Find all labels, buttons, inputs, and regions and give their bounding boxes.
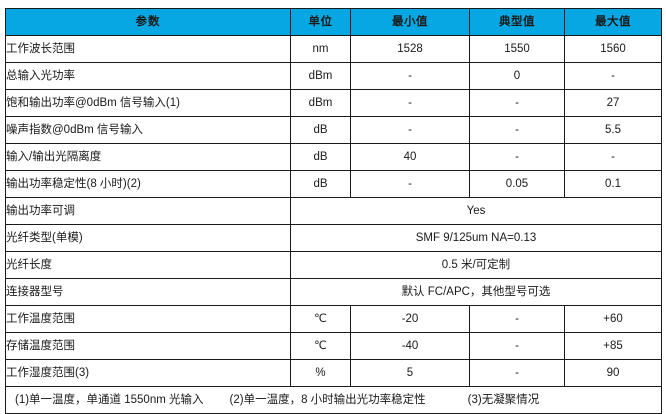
row-unit: % <box>290 359 351 387</box>
row-unit: nm <box>290 35 351 63</box>
row-typical-value: - <box>469 359 565 387</box>
column-header-max: 最大值 <box>564 8 662 36</box>
row-min-value: - <box>350 89 470 117</box>
row-max-value: 1560 <box>564 35 662 63</box>
row-unit: dBm <box>290 89 351 117</box>
row-typical-value: - <box>469 116 565 144</box>
table-row: 工作湿度范围(3) % 5 - 90 <box>5 359 662 387</box>
row-min-value: -20 <box>350 305 470 333</box>
row-unit: dB <box>290 170 351 198</box>
row-parameter-name: 噪声指数@0dBm 信号输入 <box>5 116 291 144</box>
row-max-value: - <box>564 143 662 171</box>
table-header: 参数 单位 最小值 典型值 最大值 <box>5 8 662 36</box>
row-parameter-name: 光纤类型(单模) <box>5 224 291 252</box>
row-merged-value: 默认 FC/APC，其他型号可选 <box>290 278 662 306</box>
row-parameter-name: 工作波长范围 <box>5 35 291 63</box>
row-typical-value: - <box>469 332 565 360</box>
table-row: 光纤类型(单模) SMF 9/125um NA=0.13 <box>5 224 662 252</box>
row-typical-value: 0.05 <box>469 170 565 198</box>
row-min-value: -40 <box>350 332 470 360</box>
row-unit: dB <box>290 116 351 144</box>
row-min-value: 40 <box>350 143 470 171</box>
table-row: 工作温度范围 ℃ -20 - +60 <box>5 305 662 333</box>
row-parameter-name: 光纤长度 <box>5 251 291 279</box>
table-row: 噪声指数@0dBm 信号输入 dB - - 5.5 <box>5 116 662 144</box>
footnote-cell: (1)单一温度，单通道 1550nm 光输入 (2)单一温度，8 小时输出光功率稳… <box>5 386 662 414</box>
footnote-3: (3)无凝聚情况 <box>467 393 540 406</box>
column-header-parameter: 参数 <box>5 8 291 36</box>
row-parameter-name: 工作温度范围 <box>5 305 291 333</box>
column-header-min: 最小值 <box>350 8 470 36</box>
table-row: 饱和输出功率@0dBm 信号输入(1) dBm - - 27 <box>5 89 662 117</box>
row-parameter-name: 饱和输出功率@0dBm 信号输入(1) <box>5 89 291 117</box>
row-unit: dBm <box>290 62 351 90</box>
row-typical-value: - <box>469 143 565 171</box>
table-row: 存储温度范围 ℃ -40 - +85 <box>5 332 662 360</box>
row-max-value: - <box>564 62 662 90</box>
row-typical-value: 1550 <box>469 35 565 63</box>
row-min-value: - <box>350 116 470 144</box>
row-min-value: 1528 <box>350 35 470 63</box>
row-parameter-name: 存储温度范围 <box>5 332 291 360</box>
table-row: 输出功率稳定性(8 小时)(2) dB - 0.05 0.1 <box>5 170 662 198</box>
footnote-2: (2)单一温度，8 小时输出光功率稳定性 <box>229 393 426 406</box>
row-min-value: 5 <box>350 359 470 387</box>
row-max-value: 0.1 <box>564 170 662 198</box>
header-row: 参数 单位 最小值 典型值 最大值 <box>5 8 662 36</box>
specification-table-container: 参数 单位 最小值 典型值 最大值 工作波长范围 nm 1528 1550 15… <box>5 8 662 414</box>
row-parameter-name: 输入/输出光隔离度 <box>5 143 291 171</box>
row-parameter-name: 连接器型号 <box>5 278 291 306</box>
row-min-value: - <box>350 62 470 90</box>
row-parameter-name: 工作湿度范围(3) <box>5 359 291 387</box>
row-parameter-name: 总输入光功率 <box>5 62 291 90</box>
table-row: 输入/输出光隔离度 dB 40 - - <box>5 143 662 171</box>
row-parameter-name: 输出功率可调 <box>5 197 291 225</box>
table-row: 总输入光功率 dBm - 0 - <box>5 62 662 90</box>
row-unit: ℃ <box>290 305 351 333</box>
row-merged-value: Yes <box>290 197 662 225</box>
row-max-value: 27 <box>564 89 662 117</box>
column-header-unit: 单位 <box>290 8 351 36</box>
column-header-typical: 典型值 <box>469 8 565 36</box>
row-max-value: 5.5 <box>564 116 662 144</box>
table-body: 工作波长范围 nm 1528 1550 1560 总输入光功率 dBm - 0 … <box>5 35 662 414</box>
row-unit: dB <box>290 143 351 171</box>
specification-table: 参数 单位 最小值 典型值 最大值 工作波长范围 nm 1528 1550 15… <box>5 8 662 414</box>
table-row: 输出功率可调 Yes <box>5 197 662 225</box>
row-max-value: 90 <box>564 359 662 387</box>
footnote-1: (1)单一温度，单通道 1550nm 光输入 <box>15 393 204 406</box>
row-max-value: +60 <box>564 305 662 333</box>
footnote-row: (1)单一温度，单通道 1550nm 光输入 (2)单一温度，8 小时输出光功率稳… <box>5 386 662 414</box>
table-row: 工作波长范围 nm 1528 1550 1560 <box>5 35 662 63</box>
row-merged-value: SMF 9/125um NA=0.13 <box>290 224 662 252</box>
row-min-value: - <box>350 170 470 198</box>
table-row: 光纤长度 0.5 米/可定制 <box>5 251 662 279</box>
row-typical-value: - <box>469 89 565 117</box>
row-merged-value: 0.5 米/可定制 <box>290 251 662 279</box>
row-max-value: +85 <box>564 332 662 360</box>
row-unit: ℃ <box>290 332 351 360</box>
table-row: 连接器型号 默认 FC/APC，其他型号可选 <box>5 278 662 306</box>
row-typical-value: - <box>469 305 565 333</box>
row-parameter-name: 输出功率稳定性(8 小时)(2) <box>5 170 291 198</box>
row-typical-value: 0 <box>469 62 565 90</box>
